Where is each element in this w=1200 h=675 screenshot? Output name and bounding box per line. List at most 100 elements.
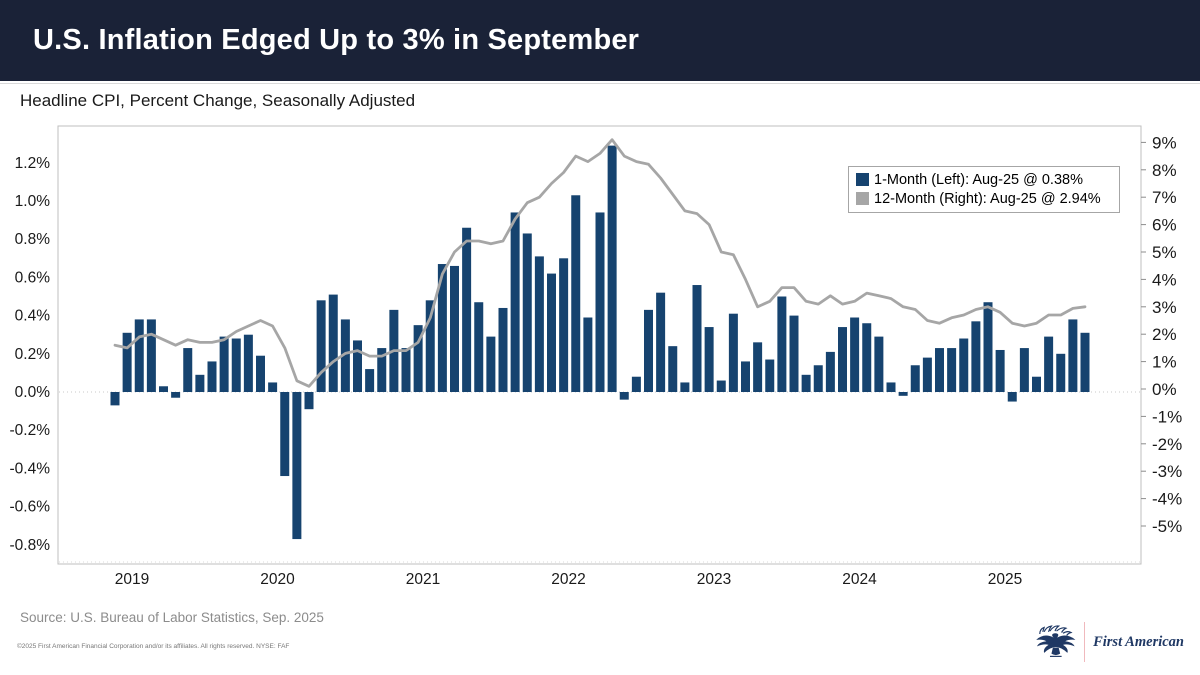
- legend-label-1-month: 1-Month (Left): Aug-25 @ 0.38%: [874, 171, 1083, 188]
- right-axis-tick-label: 7%: [1152, 188, 1177, 207]
- x-axis-year-label: 2020: [260, 571, 295, 588]
- cpi-1month-bar: [365, 369, 375, 392]
- copyright-note: ©2025 First American Financial Corporati…: [17, 643, 290, 650]
- x-axis-year-label: 2021: [406, 571, 440, 588]
- cpi-1month-bar: [534, 256, 544, 392]
- right-axis-tick-label: 6%: [1152, 216, 1177, 235]
- page-title: U.S. Inflation Edged Up to 3% in Septemb…: [33, 24, 640, 56]
- banner-divider: [0, 83, 1200, 84]
- x-axis-year-label: 2025: [988, 571, 1022, 588]
- cpi-1month-bar: [292, 392, 302, 540]
- cpi-1month-bar: [644, 309, 653, 392]
- cpi-1month-bar: [983, 302, 993, 392]
- cpi-1month-bar: [207, 361, 217, 392]
- chart-legend: 1-Month (Left): Aug-25 @ 0.38% 12-Month …: [848, 166, 1120, 213]
- left-axis-tick-label: 1.2%: [15, 155, 51, 172]
- x-axis-year-label: 2019: [115, 571, 149, 588]
- cpi-1month-bar: [716, 380, 726, 392]
- cpi-1month-bar: [1044, 336, 1054, 392]
- right-axis-tick-label: 5%: [1152, 243, 1177, 262]
- cpi-1month-bar: [1068, 319, 1078, 392]
- left-axis-tick-label: -0.6%: [10, 499, 51, 516]
- chart-subtitle: Headline CPI, Percent Change, Seasonally…: [20, 91, 416, 110]
- cpi-1month-bar: [850, 317, 860, 392]
- right-axis-tick-label: -1%: [1152, 407, 1182, 426]
- logo-divider: [1083, 622, 1086, 662]
- cpi-12month-line: [113, 138, 1087, 388]
- cpi-1month-bar: [413, 325, 423, 392]
- legend-row-12-month: 12-Month (Right): Aug-25 @ 2.94%: [856, 189, 1113, 208]
- cpi-1month-bar: [1007, 392, 1017, 402]
- right-axis-tick-label: 2%: [1152, 325, 1177, 344]
- cpi-1month-bar: [462, 227, 472, 392]
- title-banner: U.S. Inflation Edged Up to 3% in Septemb…: [0, 0, 1200, 81]
- right-axis-tick-label: -5%: [1152, 517, 1182, 536]
- cpi-1month-bar: [122, 332, 132, 392]
- right-axis-tick-label: 0%: [1152, 380, 1177, 399]
- cpi-1month-bar: [898, 392, 908, 396]
- left-axis-tick-label: 0.8%: [15, 231, 51, 248]
- right-axis-tick-label: -4%: [1152, 490, 1182, 509]
- cpi-1month-bar: [862, 323, 872, 392]
- cpi-1month-bar: [995, 349, 1005, 392]
- cpi-1month-bar: [183, 348, 193, 392]
- cpi-1month-bar: [704, 327, 714, 392]
- left-axis-tick-label: 0.4%: [15, 308, 51, 325]
- logo-wordmark: First American: [1093, 633, 1184, 650]
- cpi-1month-bar: [280, 392, 290, 477]
- bar-series-swatch: [856, 173, 869, 186]
- x-axis-year-label: 2023: [697, 571, 731, 588]
- right-axis-tick-label: 1%: [1152, 353, 1177, 372]
- cpi-1month-bar: [765, 359, 775, 392]
- cpi-1month-bar: [510, 212, 520, 392]
- first-american-eagle-icon: [1036, 625, 1076, 657]
- left-axis-tick-label: -0.2%: [10, 422, 51, 439]
- left-axis-tick-label: 0.2%: [15, 346, 51, 363]
- cpi-1month-bar: [437, 264, 447, 392]
- right-axis-tick-label: 9%: [1152, 133, 1177, 152]
- cpi-1month-bar: [219, 336, 229, 392]
- cpi-1month-bar: [159, 386, 168, 392]
- cpi-1month-bar: [353, 340, 362, 392]
- cpi-1month-bar: [680, 382, 690, 392]
- cpi-1month-bar: [1056, 353, 1066, 392]
- cpi-1month-bar: [328, 294, 338, 392]
- cpi-1month-bar: [789, 315, 799, 392]
- cpi-1month-bar: [401, 348, 411, 392]
- cpi-1month-bar: [595, 212, 605, 392]
- left-axis-tick-label: -0.8%: [10, 537, 51, 554]
- right-axis-tick-label: -3%: [1152, 462, 1182, 481]
- cpi-1month-bar: [134, 319, 144, 392]
- cpi-1month-bar: [450, 265, 459, 392]
- cpi-1month-bar: [777, 296, 787, 392]
- right-axis-tick-label: 8%: [1152, 161, 1177, 180]
- cpi-1month-bar: [256, 355, 265, 392]
- cpi-1month-bar: [753, 342, 763, 392]
- cpi-1month-bar: [825, 351, 835, 392]
- cpi-1month-bar: [316, 300, 326, 392]
- cpi-1month-bar: [619, 392, 629, 400]
- cpi-1month-bar: [559, 258, 569, 392]
- cpi-1month-bar: [656, 292, 666, 392]
- cpi-1month-bar: [631, 376, 641, 392]
- line-series-swatch: [856, 192, 869, 205]
- legend-label-12-month: 12-Month (Right): Aug-25 @ 2.94%: [874, 190, 1101, 207]
- cpi-1month-bar: [838, 327, 847, 392]
- left-axis-tick-label: -0.4%: [10, 460, 51, 477]
- cpi-1month-bar: [668, 346, 678, 392]
- cpi-1month-bar: [304, 392, 314, 410]
- cpi-1month-bar: [498, 307, 508, 392]
- cpi-1month-bar: [947, 348, 957, 392]
- cpi-1month-bar: [1019, 348, 1029, 392]
- cpi-1month-bar: [377, 348, 387, 392]
- legend-row-1-month: 1-Month (Left): Aug-25 @ 0.38%: [856, 170, 1113, 189]
- cpi-1month-bar: [243, 334, 253, 392]
- cpi-1month-bar: [268, 382, 278, 392]
- left-axis-tick-label: 0.6%: [15, 269, 51, 286]
- cpi-1month-bar: [110, 392, 120, 406]
- cpi-1month-bar: [874, 336, 884, 392]
- source-note: Source: U.S. Bureau of Labor Statistics,…: [20, 610, 324, 625]
- cpi-1month-bar: [959, 338, 969, 392]
